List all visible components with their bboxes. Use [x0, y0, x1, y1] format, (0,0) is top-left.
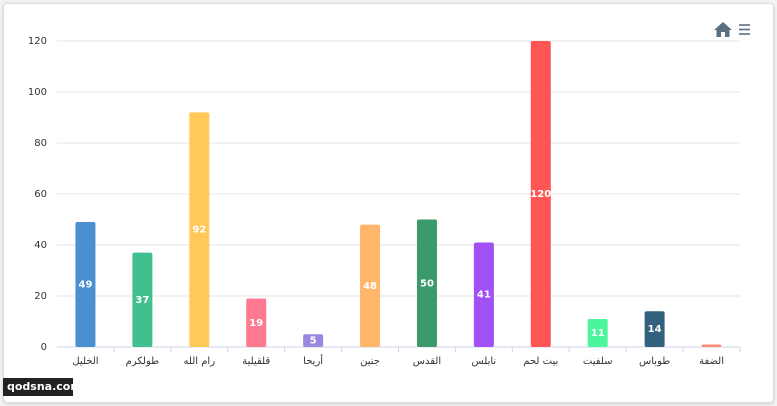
x-tick-label: طولكرم — [126, 356, 159, 367]
watermark: qodsna.com — [7, 380, 82, 393]
bar — [75, 222, 96, 347]
data-label: 11 — [591, 328, 605, 339]
bar — [587, 318, 608, 347]
y-tick-label: 80 — [34, 138, 47, 149]
data-label: 37 — [135, 295, 149, 306]
data-label: 120 — [530, 189, 551, 200]
data-label: 5 — [310, 336, 317, 347]
x-tick-label: بيت لحم — [523, 356, 558, 367]
x-tick-label: قلقيلية — [242, 356, 270, 367]
menu-icon[interactable] — [739, 24, 750, 35]
data-label: 41 — [477, 290, 491, 301]
bar — [530, 41, 551, 347]
x-tick-label: سلفيت — [583, 356, 613, 367]
watermark-bg — [3, 378, 73, 396]
bar — [189, 112, 210, 348]
x-tick-label: أريحا — [303, 354, 323, 367]
bar — [132, 252, 153, 347]
data-label: 14 — [648, 324, 662, 335]
data-label: 48 — [363, 281, 377, 292]
x-tick-label: طوباس — [639, 356, 670, 367]
x-tick-label: نابلس — [472, 356, 497, 367]
home-icon[interactable] — [714, 22, 732, 37]
x-tick-label: القدس — [413, 356, 441, 367]
x-tick-label: الخليل — [72, 356, 98, 367]
data-label: 19 — [249, 318, 263, 329]
y-tick-label: 20 — [34, 291, 47, 302]
bar — [701, 344, 722, 347]
bar — [303, 334, 324, 347]
y-tick-label: 40 — [34, 240, 47, 251]
x-tick-label: جنين — [360, 356, 380, 367]
bar — [473, 242, 494, 347]
y-tick-label: 0 — [41, 342, 47, 353]
x-tick-label: رام الله — [184, 356, 216, 367]
y-tick-label: 60 — [34, 189, 47, 200]
bar — [246, 298, 267, 347]
bar — [644, 311, 665, 347]
data-label: 49 — [78, 280, 92, 291]
y-tick-label: 120 — [28, 36, 47, 47]
data-label: 50 — [420, 278, 434, 289]
bar — [360, 224, 381, 347]
data-label: 92 — [192, 225, 206, 236]
bar — [416, 219, 437, 347]
y-tick-label: 100 — [28, 87, 47, 98]
x-tick-label: الضفة — [699, 356, 724, 367]
